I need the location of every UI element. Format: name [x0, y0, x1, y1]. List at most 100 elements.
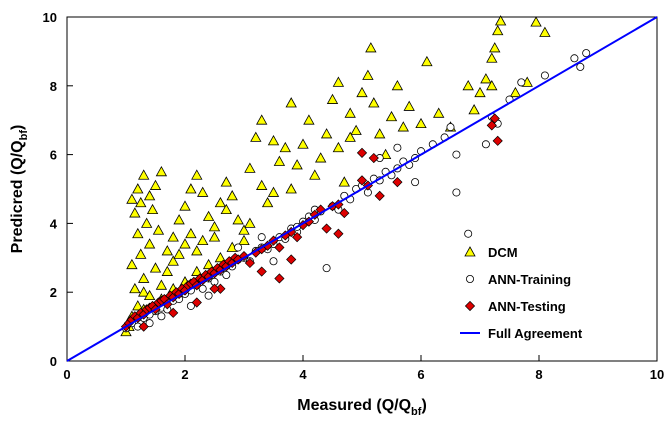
triangle-point [332, 141, 345, 153]
triangle-point [149, 262, 162, 273]
diamond-point [356, 175, 368, 186]
diamond-point [321, 223, 332, 234]
y-tick-label: 6 [50, 148, 57, 163]
triangle-point [208, 231, 221, 242]
triangle-point [185, 227, 197, 239]
triangle-point [238, 234, 250, 246]
triangle-point [344, 107, 356, 118]
triangle-point [220, 203, 232, 215]
circle-point [234, 243, 243, 252]
diamond-point [392, 177, 403, 188]
triangle-point [256, 179, 268, 190]
triangle-point [143, 190, 156, 201]
triangle-point [250, 131, 262, 142]
triangle-point [214, 196, 227, 208]
triangle-point [143, 289, 156, 301]
triangle-point [167, 231, 179, 242]
triangle-point [273, 155, 286, 166]
diamond-point [274, 242, 285, 253]
plot-frame [66, 16, 658, 362]
triangle-point [214, 251, 227, 263]
triangle-point [202, 258, 215, 270]
circle-point [145, 319, 154, 328]
triangle-point [374, 128, 386, 139]
triangle-point [489, 42, 501, 53]
triangle-point [480, 73, 492, 84]
legend-triangle-marker [464, 246, 476, 257]
triangle-point [155, 165, 168, 177]
y-tick-label: 8 [50, 79, 57, 94]
triangle-point [185, 183, 197, 194]
triangle-point [421, 55, 433, 67]
circle-point [446, 123, 455, 132]
diamond-point [256, 266, 267, 277]
circle-point [576, 62, 585, 71]
diamond-point [486, 120, 497, 131]
circle-point [186, 301, 195, 310]
diamond-point [333, 228, 344, 239]
legend-label: ANN-Training [488, 272, 571, 287]
circle-point [481, 140, 490, 149]
y-tick-label: 2 [50, 285, 57, 300]
diamond-point [489, 113, 500, 124]
triangle-point [191, 169, 203, 180]
triangle-point [356, 86, 368, 98]
triangle-point [126, 258, 138, 270]
circle-point [393, 143, 402, 152]
triangle-point [391, 79, 404, 91]
triangle-point [244, 162, 256, 173]
triangle-point [350, 124, 362, 135]
triangle-point [486, 52, 498, 63]
diamond-point [292, 232, 303, 243]
triangle-point [129, 207, 141, 218]
triangle-point [509, 86, 522, 98]
triangle-point [232, 214, 244, 225]
x-tick-label: 10 [650, 367, 664, 382]
legend-circle-marker [465, 274, 474, 283]
triangle-point [539, 26, 551, 37]
triangle-point [173, 214, 185, 225]
triangle-point [132, 227, 144, 239]
circle-point [464, 229, 473, 238]
circle-point [222, 270, 231, 279]
y-tick-label: 0 [50, 354, 57, 369]
diamond-point [374, 190, 385, 201]
triangle-point [462, 79, 474, 91]
triangle-point [338, 176, 350, 187]
triangle-point [415, 117, 427, 129]
circle-point [322, 264, 331, 273]
legend: DCM ANN-Training ANN-Testing Full Agreement [460, 245, 583, 341]
diamond-point [262, 240, 273, 251]
circle-point [452, 188, 461, 197]
x-tick-label: 8 [535, 367, 542, 382]
y-axis-title-close: ) [9, 125, 26, 130]
diamond-point [274, 273, 285, 284]
triangle-point [285, 97, 297, 108]
triangle-point [173, 248, 185, 259]
triangle-point [385, 110, 398, 122]
diamond-point [356, 147, 368, 158]
triangle-point [320, 128, 333, 139]
triangle-point [132, 183, 144, 194]
circle-point [257, 233, 266, 242]
x-tick-label: 2 [181, 367, 188, 382]
x-axis-title-subscript: bf [411, 406, 422, 418]
triangle-point [129, 282, 141, 294]
triangle-point [197, 186, 209, 197]
triangle-point [285, 183, 297, 194]
circle-point [204, 291, 213, 300]
legend-diamond-marker [464, 300, 476, 312]
circle-point [157, 312, 166, 321]
diamond-point [244, 257, 255, 269]
triangle-point [191, 265, 203, 276]
triangle-point [146, 203, 159, 215]
triangle-point [326, 93, 339, 104]
triangle-point [132, 300, 144, 311]
triangle-point [149, 179, 162, 190]
circle-point [517, 78, 526, 87]
triangle-point [291, 159, 303, 170]
triangle-point [362, 69, 374, 80]
triangle-point [433, 107, 445, 118]
full-agreement-line [66, 16, 658, 362]
